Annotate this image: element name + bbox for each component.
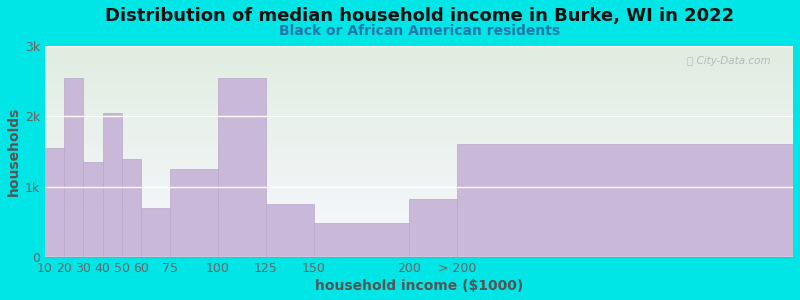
Bar [141, 208, 170, 257]
Bar [102, 113, 122, 257]
Bar [458, 145, 793, 257]
Bar [45, 148, 64, 257]
Bar [266, 204, 314, 257]
Bar [170, 169, 218, 257]
Text: Black or African American residents: Black or African American residents [278, 23, 560, 38]
Bar [218, 78, 266, 257]
Bar [64, 78, 83, 257]
X-axis label: household income ($1000): household income ($1000) [315, 279, 523, 293]
Y-axis label: households: households [7, 107, 21, 196]
Bar [314, 223, 410, 257]
Bar [122, 158, 141, 257]
Text: ⓘ City-Data.com: ⓘ City-Data.com [687, 56, 770, 67]
Title: Distribution of median household income in Burke, WI in 2022: Distribution of median household income … [105, 7, 734, 25]
Bar [410, 199, 458, 257]
Bar [83, 162, 102, 257]
